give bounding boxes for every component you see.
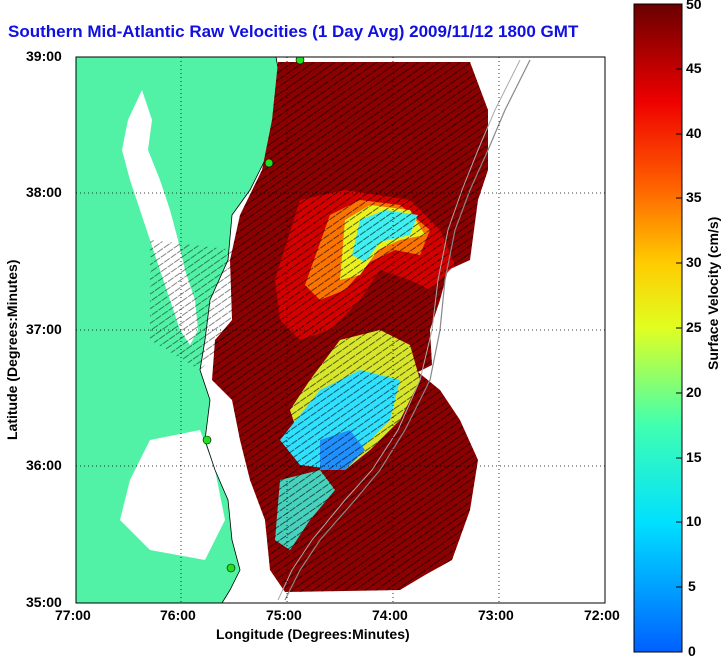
grid <box>76 57 605 603</box>
y-tick-label: 36:00 <box>26 457 62 473</box>
colorbar-tick-label: 45 <box>686 60 702 76</box>
sound-water <box>120 430 225 560</box>
map-title: Southern Mid-Atlantic Raw Velocities (1 … <box>8 22 579 41</box>
bathymetry-contour-2 <box>277 59 521 601</box>
colorbar-tick-label: 25 <box>686 319 702 335</box>
colorbar-tick-label: 50 <box>686 0 702 12</box>
x-tick-label: 75:00 <box>266 607 302 623</box>
colorbar-tick-label: 40 <box>686 125 702 141</box>
colorbar-tick-label: 30 <box>686 254 702 270</box>
bathymetry-contour <box>284 59 531 601</box>
colorbar-ticks <box>676 3 682 653</box>
colorbar-tick-label: 10 <box>686 513 702 529</box>
radar-station <box>202 435 212 445</box>
plot-frame <box>75 56 606 604</box>
radar-station <box>295 57 305 65</box>
colorbar-tick-label: 15 <box>686 449 702 465</box>
colorbar-tick-label: 35 <box>686 189 702 205</box>
velocity-vectors <box>212 62 488 592</box>
radar-station <box>226 563 236 573</box>
colorbar-tick-label: 5 <box>688 578 696 594</box>
radar-station <box>264 158 274 168</box>
colorbar <box>633 3 683 653</box>
x-tick-label: 73:00 <box>478 607 514 623</box>
offshore-vectors <box>150 240 235 370</box>
y-tick-label: 37:00 <box>26 321 62 337</box>
colorbar-tick-label: 0 <box>688 643 696 659</box>
y-tick-label: 35:00 <box>26 594 62 610</box>
x-tick-label: 74:00 <box>372 607 408 623</box>
y-axis-label: Latitude (Degrees:Minutes) <box>4 259 20 440</box>
colorbar-label: Surface Velocity (cm/s) <box>705 216 721 370</box>
x-tick-label: 77:00 <box>55 607 91 623</box>
y-tick-label: 39:00 <box>26 48 62 64</box>
x-tick-label: 72:00 <box>584 607 620 623</box>
x-axis-label: Longitude (Degrees:Minutes) <box>216 626 410 642</box>
x-tick-label: 76:00 <box>160 607 196 623</box>
colorbar-tick-label: 20 <box>686 384 702 400</box>
y-tick-label: 38:00 <box>26 184 62 200</box>
